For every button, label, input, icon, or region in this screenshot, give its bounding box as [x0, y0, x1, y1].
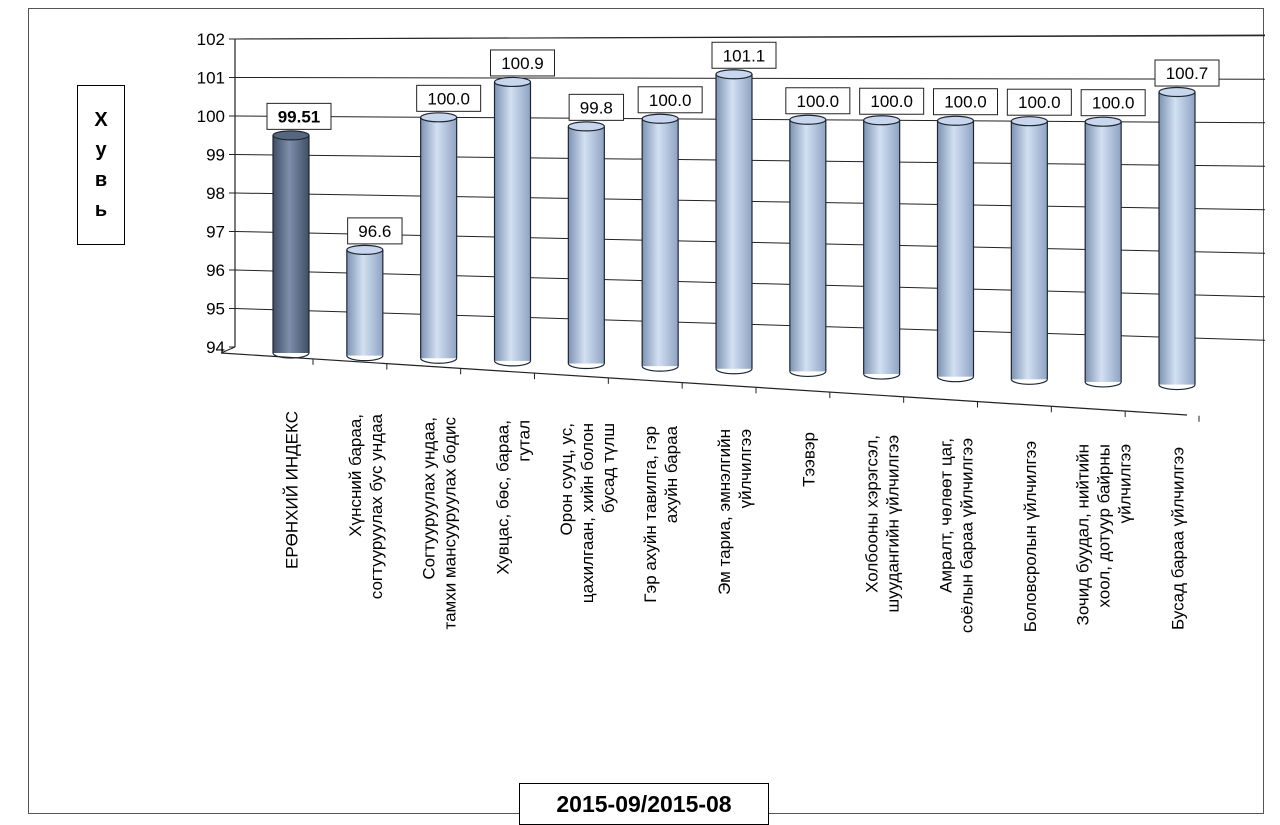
data-label-box: [568, 93, 625, 121]
bar: [1159, 92, 1195, 385]
bar-top: [272, 130, 310, 141]
bar-top: [789, 114, 827, 125]
y-tick-label: 98: [206, 184, 225, 203]
x-tick-label: Гэр ахуйн тавилга, гэр ахуйн бараа: [641, 425, 681, 602]
bar-top: [641, 113, 679, 124]
x-tick-label: Согтууруулах ундаа, тамхи мансууруулах бо…: [420, 417, 460, 630]
y-axis-label-char: в: [94, 169, 108, 191]
data-label: 100.9: [501, 54, 544, 73]
chart-frame: 94 95 96 97 98 99 100 101 102 99.51 96.6 100.0 100.9…: [28, 8, 1265, 825]
data-label-box: [933, 88, 998, 116]
bar-base: [1084, 381, 1122, 388]
bar-base: [863, 373, 901, 380]
x-tick-label: Амралт, чөлөөт цаг, соёлын бараа үйлчилгэ…: [937, 438, 977, 633]
y-tick-label: 100: [197, 107, 225, 126]
data-label: 100.0: [1092, 94, 1135, 113]
y-tick-label: 101: [197, 69, 225, 88]
x-tick-label: ЕРӨНХИЙ ИНДЕКС: [283, 411, 302, 569]
y-tick-label: 94: [206, 338, 225, 357]
data-label-box: [859, 87, 925, 115]
x-tick-label: Бусад бараа үйлчилгээ: [1169, 447, 1188, 630]
bar: [642, 118, 679, 367]
bar: [420, 117, 457, 359]
bar-base: [1158, 384, 1196, 391]
bar-base: [641, 365, 679, 372]
data-label-box: [1154, 59, 1220, 87]
x-tick-label: Хувцас, бөс, бараа, гутал: [494, 420, 534, 575]
bar-top: [1158, 86, 1196, 98]
bar-base: [272, 352, 310, 359]
y-axis-label: Х у в ь: [77, 85, 125, 245]
bar-chart: 94 95 96 97 98 99 100 101 102 99.51 96.6 100.0 100.9…: [197, 30, 1265, 633]
data-label-box: [266, 102, 332, 130]
y-tick-label: 95: [206, 300, 225, 319]
data-label-box: [347, 217, 403, 245]
data-label: 99.51: [278, 107, 321, 126]
data-label: 100.0: [870, 92, 913, 111]
bar-base: [936, 376, 975, 383]
y-tick-label: 99: [206, 146, 225, 165]
bar-top: [567, 121, 605, 132]
data-label-box: [490, 49, 555, 77]
data-label-box: [416, 84, 482, 112]
bar: [789, 119, 826, 372]
y-tick-label: 96: [206, 261, 225, 280]
x-tick-label: Орон сууц, ус, цахилгаан, хийн болон бусад…: [557, 423, 618, 603]
bar-top: [715, 69, 753, 80]
bar-top: [1084, 116, 1122, 127]
bar: [1085, 121, 1122, 382]
data-label: 100.0: [1018, 93, 1061, 112]
bar: [273, 135, 309, 353]
x-tick-label: Тээвэр: [799, 432, 818, 487]
x-axis-line: [220, 352, 1188, 416]
x-tick-label: Боловсролын үйлчилгээ: [1021, 441, 1040, 632]
data-label: 101.1: [723, 46, 766, 65]
data-label: 100.0: [944, 93, 987, 112]
bar-base: [789, 371, 827, 378]
x-tick-label: Холбооны хэрэгсэл, шуудангийн үйлчилгээ: [863, 435, 903, 613]
data-label: 100.0: [797, 92, 840, 111]
data-label-box: [785, 87, 851, 115]
bar-base: [567, 363, 605, 370]
floor-side-edge: [220, 346, 236, 354]
x-tick-label: Эм тариа, эмнэлгийн үйлчилгээ: [715, 429, 755, 595]
data-label-box: [637, 86, 703, 114]
y-tick-label: 97: [206, 223, 225, 242]
bar-base: [346, 355, 384, 362]
bar: [568, 126, 605, 364]
bar: [1011, 121, 1048, 380]
bar: [937, 120, 974, 377]
data-label: 100.7: [1166, 64, 1209, 83]
bar-base: [493, 360, 532, 367]
bar-base: [420, 358, 458, 364]
bar-base: [1010, 379, 1048, 385]
bar-top: [346, 244, 384, 255]
data-label: 99.8: [580, 98, 613, 117]
bar-top: [420, 112, 458, 123]
bar-base: [715, 368, 753, 375]
x-axis-label: 2015-09/2015-08: [519, 783, 769, 825]
data-label: 100.0: [649, 91, 692, 110]
gridline: [234, 35, 1265, 40]
data-label: 100.0: [427, 89, 470, 108]
data-label: 96.6: [358, 222, 391, 241]
bar-top: [936, 115, 975, 126]
data-label-box: [1006, 88, 1072, 116]
x-tick-label: Зочид буудал, нийтийн хоол, дотуур байрны…: [1074, 444, 1135, 625]
bar: [716, 74, 752, 369]
data-label-box: [711, 41, 777, 69]
y-axis-label-char: ь: [94, 199, 108, 221]
y-axis-label-char: Х: [94, 109, 108, 131]
y-tick-label: 102: [197, 30, 225, 49]
bar-top: [1010, 116, 1048, 127]
bar: [346, 249, 383, 356]
bar-top: [493, 76, 532, 88]
bar: [494, 81, 531, 361]
data-label-box: [1080, 89, 1146, 117]
x-tick-label: Хүнсний бараа, согтууруулах бус ундаа: [346, 413, 386, 599]
bar-top: [863, 115, 901, 126]
y-axis-label-char: у: [95, 139, 107, 161]
bar: [863, 120, 900, 375]
